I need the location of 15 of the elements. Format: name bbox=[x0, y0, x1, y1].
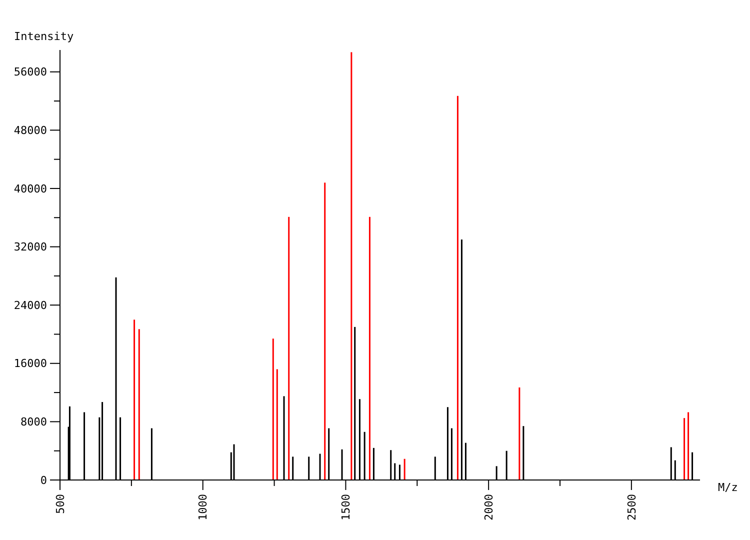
y-tick-label: 56000 bbox=[14, 66, 47, 79]
y-tick-label: 16000 bbox=[14, 357, 47, 370]
x-tick-label: 2500 bbox=[625, 494, 638, 520]
y-tick-label: 48000 bbox=[14, 124, 47, 138]
y-tick-label: 8000 bbox=[20, 416, 47, 429]
x-tick-label: 1000 bbox=[196, 494, 210, 520]
x-tick-label: 2000 bbox=[482, 494, 496, 520]
x-axis-title: M/z bbox=[718, 481, 738, 494]
y-tick-label: 0 bbox=[40, 474, 47, 487]
x-tick-label: 1500 bbox=[340, 494, 353, 520]
y-tick-label: 40000 bbox=[14, 182, 47, 196]
y-tick-label: 24000 bbox=[14, 298, 47, 312]
y-axis-title: Intensity bbox=[14, 30, 74, 43]
x-tick-label: 500 bbox=[54, 494, 67, 514]
y-tick-label: 32000 bbox=[14, 240, 47, 254]
